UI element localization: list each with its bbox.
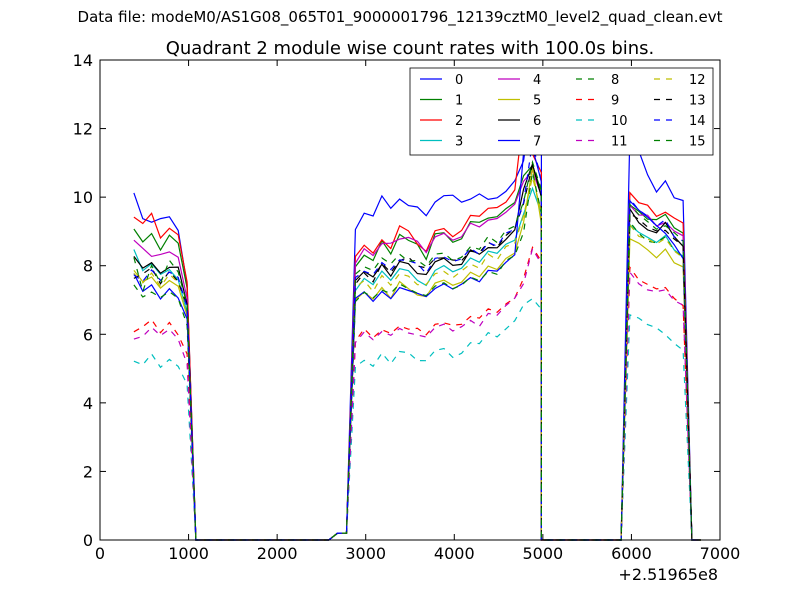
chart-title: Quadrant 2 module wise count rates with …	[166, 38, 655, 59]
x-tick-label: 4000	[434, 544, 475, 563]
y-tick-label: 8	[83, 257, 93, 276]
x-offset-label: +2.51965e8	[618, 565, 718, 584]
x-tick-label: 6000	[611, 544, 652, 563]
x-tick-label: 7000	[700, 544, 741, 563]
legend-label-12: 12	[689, 73, 706, 88]
legend-box	[409, 67, 714, 156]
legend-label-2: 2	[455, 114, 463, 129]
y-tick-label: 6	[83, 325, 93, 344]
y-tick-label: 4	[83, 394, 93, 413]
legend-label-14: 14	[689, 114, 706, 129]
x-tick-label: 1000	[168, 544, 209, 563]
legend-label-13: 13	[689, 94, 706, 109]
y-tick-label: 0	[83, 531, 93, 550]
legend-label-8: 8	[611, 73, 619, 88]
legend-label-0: 0	[455, 73, 463, 88]
y-tick-label: 14	[73, 51, 93, 70]
legend-label-10: 10	[611, 114, 628, 129]
x-tick-label: 0	[95, 544, 105, 563]
legend-label-3: 3	[455, 135, 463, 150]
x-tick-label: 2000	[257, 544, 298, 563]
legend-label-11: 11	[611, 135, 628, 150]
y-tick-label: 10	[73, 188, 93, 207]
plot-frame	[99, 59, 721, 541]
x-tick-label: 5000	[522, 544, 563, 563]
x-tick-label: 3000	[345, 544, 386, 563]
y-tick-label: 12	[73, 120, 93, 139]
legend-label-7: 7	[533, 135, 541, 150]
legend-label-9: 9	[611, 94, 619, 109]
legend-label-5: 5	[533, 94, 541, 109]
y-tick-label: 2	[83, 462, 93, 481]
series-line-14	[133, 141, 701, 541]
legend-label-15: 15	[689, 135, 706, 150]
file-title: Data file: modeM0/AS1G08_065T01_90000017…	[77, 8, 723, 26]
legend-label-6: 6	[533, 114, 541, 129]
legend-label-1: 1	[455, 94, 463, 109]
legend-label-4: 4	[533, 73, 541, 88]
